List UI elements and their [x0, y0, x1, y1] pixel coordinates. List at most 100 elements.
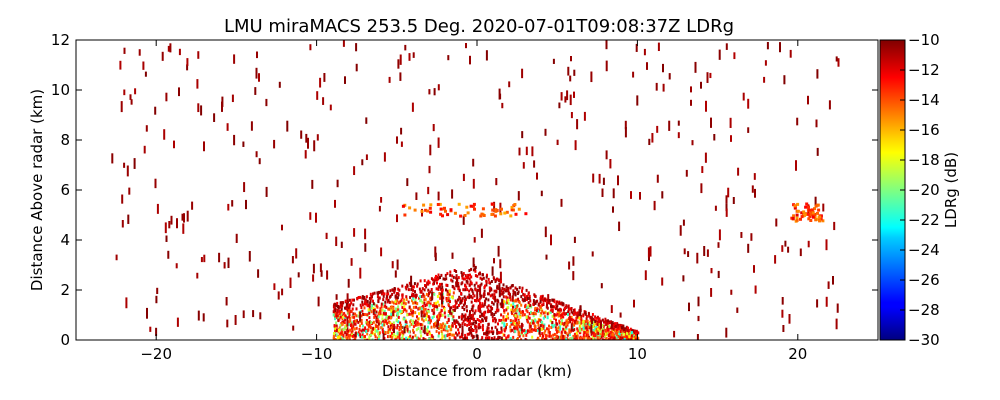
echo-pixel — [399, 323, 402, 327]
echo-streak — [178, 87, 180, 97]
echo-streak — [511, 296, 514, 302]
echo-pixel — [601, 329, 604, 333]
echo-pixel — [457, 281, 460, 285]
echo-pixel — [377, 312, 380, 316]
echo-pixel — [361, 331, 364, 335]
echo-pixel — [441, 303, 444, 307]
echo-pixel — [417, 307, 420, 311]
echo-streak — [725, 208, 728, 217]
echo-pixel — [552, 333, 555, 337]
echo-pixel — [384, 304, 387, 308]
echo-pixel — [414, 293, 417, 297]
echo-streak — [690, 86, 692, 93]
echo-streak — [632, 71, 635, 78]
echo-streak — [428, 165, 431, 174]
echo-streak — [170, 215, 173, 225]
echo-pixel — [375, 316, 378, 320]
echo-pixel — [481, 313, 484, 317]
echo-pixel — [424, 307, 427, 311]
echo-streak — [423, 325, 426, 335]
echo-pixel — [582, 322, 585, 326]
echo-pixel — [595, 328, 598, 331]
echo-pixel — [436, 281, 438, 285]
echo-pixel — [587, 322, 590, 326]
echo-pixel — [527, 301, 530, 305]
echo-streak — [242, 310, 245, 319]
echo-pixel — [548, 334, 551, 338]
echo-pixel — [569, 333, 571, 337]
echo-streak — [181, 213, 184, 221]
echo-pixel — [607, 330, 610, 334]
echo-pixel — [432, 315, 435, 318]
echo-pixel — [407, 288, 410, 292]
echo-pixel — [438, 327, 440, 330]
echo-pixel — [359, 324, 361, 328]
echo-streak — [733, 52, 736, 60]
echo-layer-pixel — [808, 215, 812, 218]
echo-streak — [661, 191, 664, 199]
echo-pixel — [518, 321, 521, 324]
echo-layer-pixel — [463, 214, 467, 217]
echo-layer-pixel — [465, 205, 469, 209]
echo-pixel — [381, 289, 384, 293]
echo-pixel — [345, 304, 348, 308]
echo-streak — [315, 212, 317, 223]
echo-streak — [335, 294, 338, 300]
echo-pixel — [593, 333, 596, 337]
echo-streak — [782, 325, 785, 332]
echo-pixel — [637, 331, 640, 335]
echo-pixel — [491, 293, 494, 297]
echo-pixel — [631, 329, 634, 333]
echo-layer-pixel — [493, 214, 497, 218]
echo-pixel — [393, 301, 395, 305]
echo-pixel — [477, 304, 480, 308]
echo-streak — [754, 285, 757, 294]
echo-layer-pixel — [806, 212, 810, 216]
echo-pixel — [421, 310, 424, 314]
echo-pixel — [406, 313, 409, 317]
colorbar-tick-label: −24 — [908, 241, 940, 259]
echo-pixel — [507, 302, 510, 306]
echo-pixel — [398, 288, 401, 292]
echo-pixel — [634, 335, 637, 338]
echo-pixel — [393, 309, 396, 313]
echo-pixel — [488, 289, 491, 293]
echo-pixel — [487, 310, 490, 313]
echo-streak — [560, 92, 563, 101]
echo-pixel — [503, 329, 506, 333]
echo-pixel — [481, 318, 484, 322]
echo-streak — [617, 175, 619, 186]
echo-pixel — [496, 277, 499, 281]
echo-streak — [378, 205, 381, 212]
echo-pixel — [455, 325, 458, 329]
echo-pixel — [360, 314, 363, 318]
echo-pixel — [517, 333, 520, 337]
echo-pixel — [616, 323, 619, 327]
echo-pixel — [376, 291, 379, 295]
echo-pixel — [580, 336, 582, 340]
echo-streak — [612, 206, 614, 213]
echo-streak — [365, 117, 368, 124]
echo-pixel — [447, 333, 450, 337]
echo-streak — [167, 45, 170, 52]
echo-pixel — [533, 328, 535, 332]
echo-pixel — [462, 288, 465, 292]
echo-pixel — [555, 302, 558, 306]
echo-pixel — [411, 292, 414, 296]
echo-pixel — [347, 329, 350, 333]
echo-pixel — [392, 325, 394, 329]
echo-pixel — [592, 329, 595, 332]
echo-streak — [673, 330, 676, 338]
echo-pixel — [546, 312, 549, 316]
echo-pixel — [521, 286, 524, 290]
echo-pixel — [476, 337, 479, 340]
echo-pixel — [551, 323, 554, 327]
echo-pixel — [431, 308, 434, 312]
echo-pixel — [409, 334, 412, 338]
echo-pixel — [351, 298, 354, 302]
echo-pixel — [487, 326, 490, 330]
echo-pixel — [371, 331, 373, 334]
echo-streak — [300, 130, 303, 139]
echo-pixel — [339, 338, 342, 340]
echo-streak — [547, 294, 550, 304]
